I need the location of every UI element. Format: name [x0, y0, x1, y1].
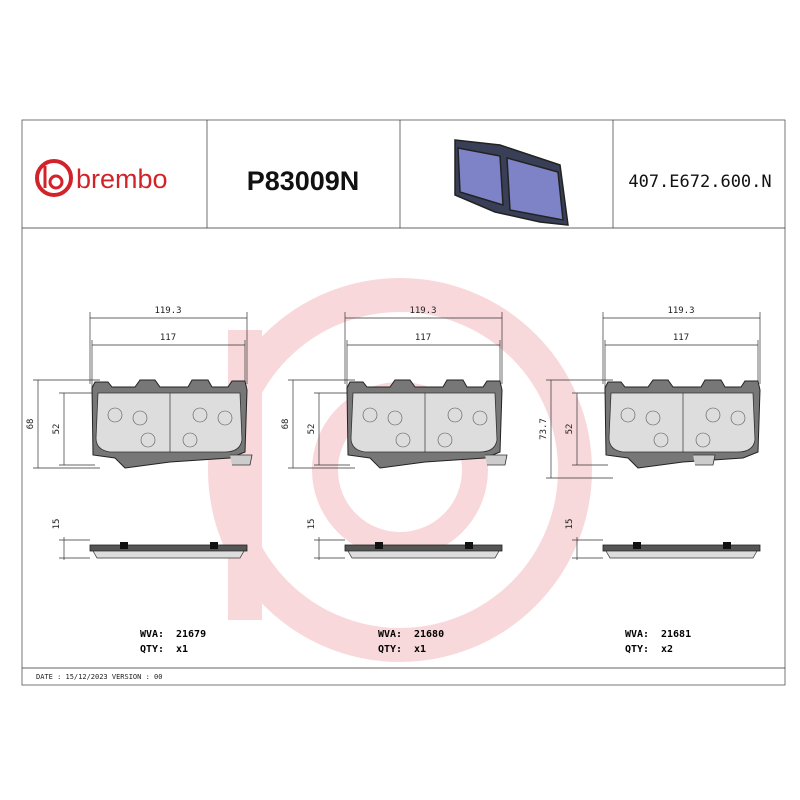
- wva-label: WVA:: [625, 629, 649, 640]
- side-backing: [602, 544, 761, 552]
- side-clip: [633, 542, 641, 549]
- dim-thickness: 15: [52, 519, 62, 530]
- side-clip: [120, 542, 128, 549]
- wva-label: WVA:: [378, 629, 402, 640]
- wva-number: 21680: [414, 629, 444, 640]
- pad-drawing: 119.3 117 73.7 52 15 WVA: 21681 QTY: x2: [539, 306, 761, 655]
- dim-height-outer: 73.7: [539, 418, 549, 440]
- part-number: P83009N: [247, 166, 360, 196]
- qty-label: QTY:: [625, 644, 649, 655]
- side-friction: [347, 550, 500, 559]
- pad-hole: [645, 410, 661, 426]
- brand-logo: [35, 159, 73, 197]
- clip: [230, 454, 253, 466]
- side-backing: [89, 544, 248, 552]
- qty-value: x1: [176, 644, 188, 655]
- frame: [21, 119, 786, 686]
- qty-label: QTY:: [378, 644, 402, 655]
- side-clip: [723, 542, 731, 549]
- pad-hole: [437, 432, 453, 448]
- watermark: [208, 278, 592, 662]
- pad-hole: [362, 407, 378, 423]
- pad-hole: [132, 410, 148, 426]
- pad-hole: [192, 407, 208, 423]
- pad-hole: [387, 410, 403, 426]
- dim-thickness: 15: [307, 519, 317, 530]
- pad-hole: [730, 410, 746, 426]
- pad-hole: [695, 432, 711, 448]
- side-clip: [465, 542, 473, 549]
- dim-width-outer: 119.3: [667, 306, 694, 316]
- reference-code: 407.E672.600.N: [628, 172, 771, 192]
- pad-drawing: 119.3 117 68 52 15 WVA: 21679 QTY: x1: [26, 306, 253, 655]
- dim-height-inner: 52: [565, 424, 575, 435]
- pad-hole: [705, 407, 721, 423]
- qty-label: QTY:: [140, 644, 164, 655]
- pad-hole: [107, 407, 123, 423]
- pad-hole: [395, 432, 411, 448]
- dim-thickness: 15: [565, 519, 575, 530]
- clip: [693, 454, 716, 466]
- pad-hole: [447, 407, 463, 423]
- qty-value: x1: [414, 644, 426, 655]
- pad-illustration: [454, 139, 569, 226]
- dim-width-outer: 119.3: [409, 306, 436, 316]
- side-clip: [375, 542, 383, 549]
- side-friction: [605, 550, 758, 559]
- wva-number: 21679: [176, 629, 206, 640]
- dim-width-outer: 119.3: [154, 306, 181, 316]
- pad-hole: [140, 432, 156, 448]
- friction-material: [95, 392, 243, 453]
- side-backing: [344, 544, 503, 552]
- brand-name: brembo: [76, 164, 168, 194]
- wva-number: 21681: [661, 629, 691, 640]
- footer-date-version: DATE : 15/12/2023 VERSION : 00: [36, 673, 162, 681]
- wva-label: WVA:: [140, 629, 164, 640]
- friction-material: [608, 392, 756, 453]
- pad-drawing: 119.3 117 68 52 15 WVA: 21680 QTY: x1: [281, 306, 508, 655]
- dim-height-inner: 52: [52, 424, 62, 435]
- dim-height-outer: 68: [26, 419, 36, 430]
- qty-value: x2: [661, 644, 673, 655]
- dim-width-inner: 117: [673, 333, 689, 343]
- pad-hole: [182, 432, 198, 448]
- pad-hole: [217, 410, 233, 426]
- pad-hole: [472, 410, 488, 426]
- dim-width-inner: 117: [160, 333, 176, 343]
- side-friction: [92, 550, 245, 559]
- pad-hole: [620, 407, 636, 423]
- dim-width-inner: 117: [415, 333, 431, 343]
- dim-height-inner: 52: [307, 424, 317, 435]
- clip: [485, 454, 508, 466]
- side-clip: [210, 542, 218, 549]
- pad-hole: [653, 432, 669, 448]
- dim-height-outer: 68: [281, 419, 291, 430]
- friction-material: [350, 392, 498, 453]
